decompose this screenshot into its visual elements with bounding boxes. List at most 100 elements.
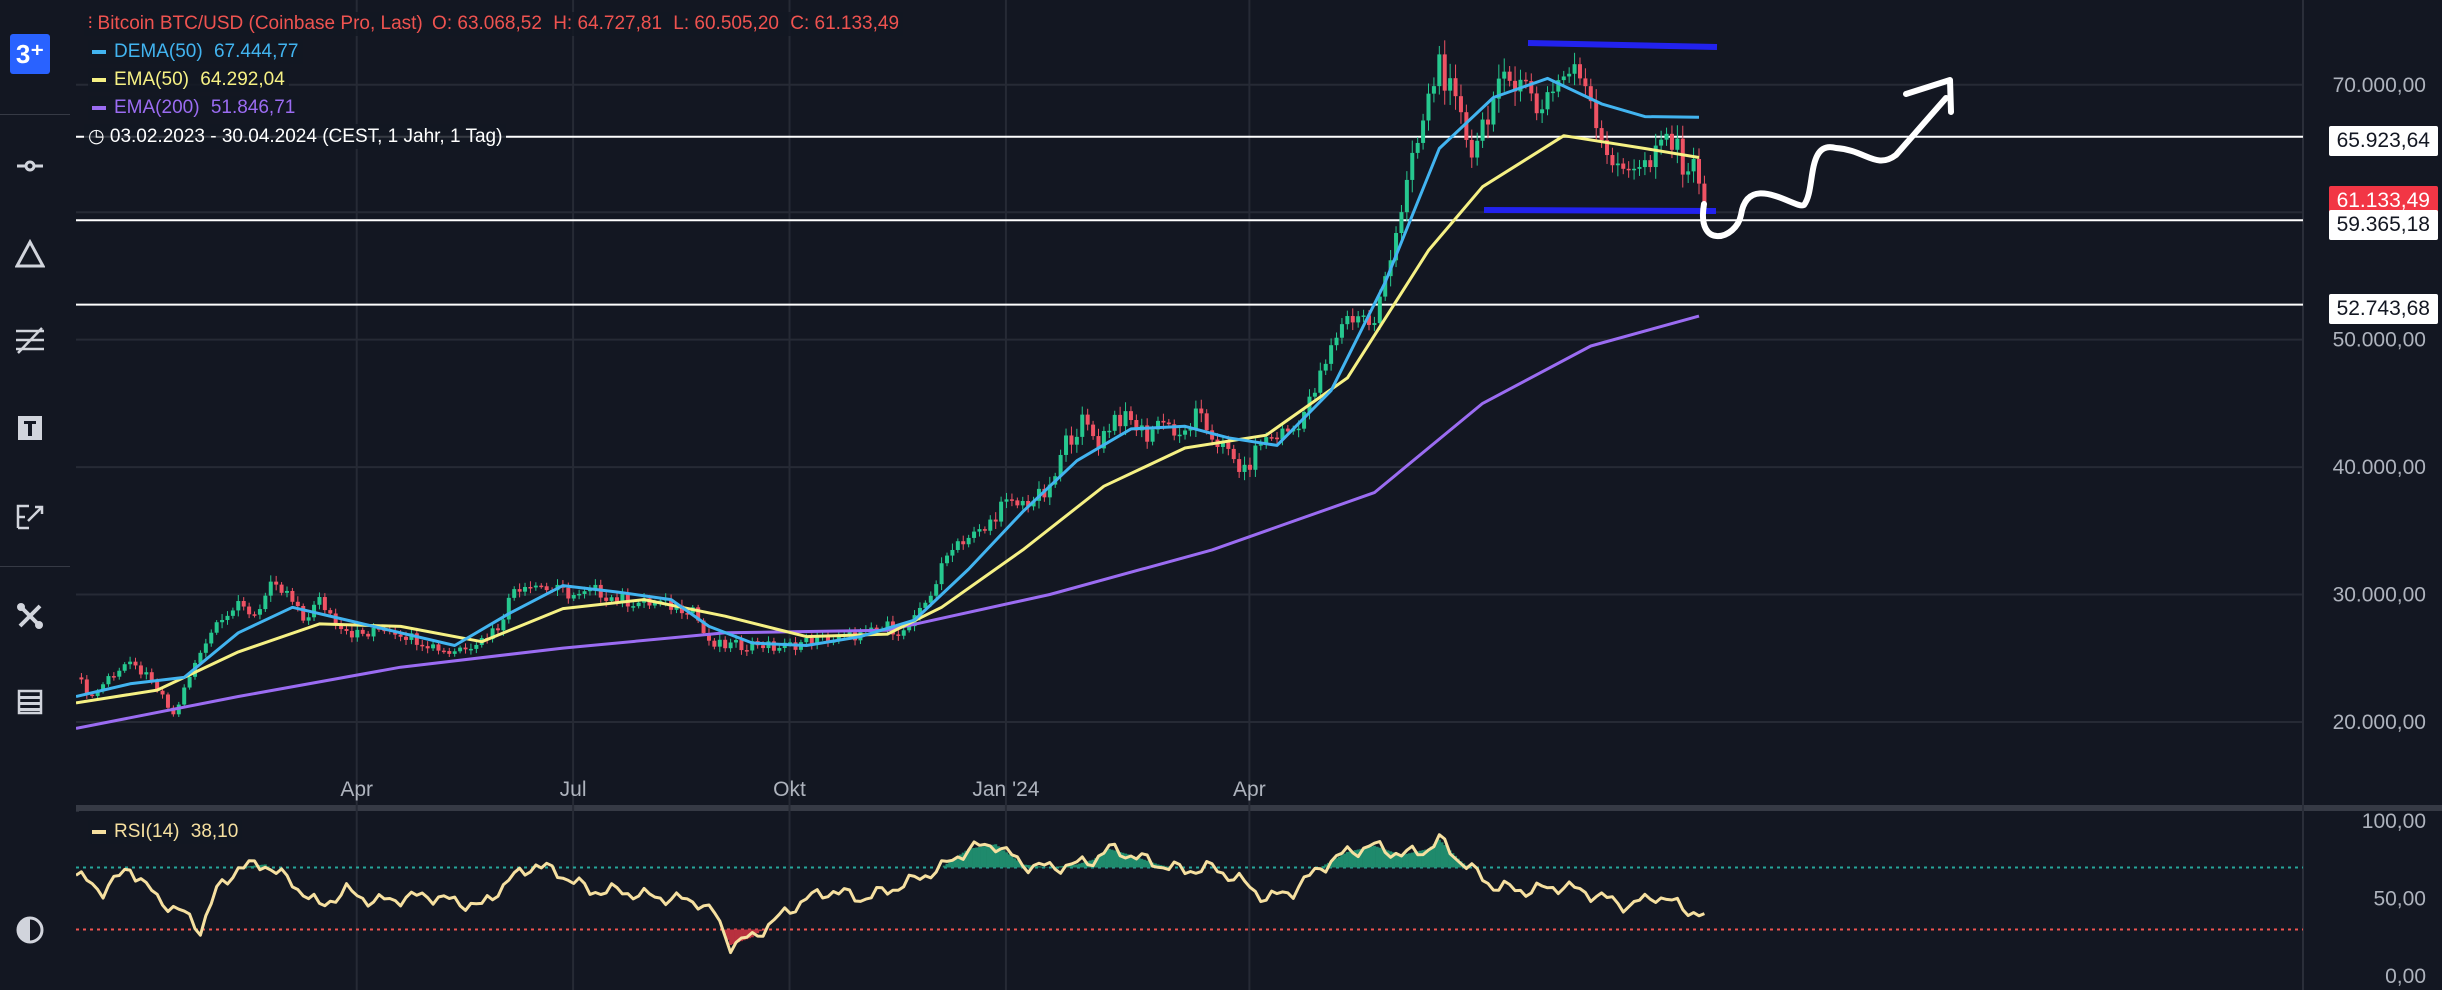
candle	[436, 644, 441, 651]
candle	[712, 640, 717, 647]
rsi-tick-label: 50,00	[2373, 888, 2426, 911]
candle	[1572, 64, 1577, 74]
candle	[771, 641, 776, 651]
candle	[241, 601, 246, 607]
forecast-arrow-head[interactable]	[1903, 77, 1954, 115]
candle	[355, 629, 360, 638]
candle	[371, 627, 376, 637]
candle	[1496, 78, 1501, 99]
tools-icon[interactable]	[0, 594, 60, 638]
text-tool-icon[interactable]	[0, 406, 60, 450]
candle	[825, 635, 830, 643]
candle	[988, 519, 993, 531]
level-label-3[interactable]: 52.743,68	[2328, 294, 2438, 324]
candle	[447, 651, 452, 654]
candle	[885, 621, 890, 629]
candle	[1691, 158, 1696, 172]
candle	[1448, 78, 1453, 91]
candle	[1632, 168, 1637, 171]
candle	[544, 586, 549, 591]
candle	[1621, 163, 1626, 169]
candle	[1588, 86, 1593, 102]
candle	[999, 501, 1004, 522]
theme-toggle-icon[interactable]	[0, 908, 60, 952]
ohlc-close: C: 61.133,49	[790, 13, 900, 34]
candle	[815, 636, 820, 646]
candle	[1626, 168, 1631, 171]
candle	[1577, 64, 1582, 79]
candle	[322, 597, 327, 611]
trendline-bottom[interactable]	[1483, 207, 1717, 214]
candle	[744, 650, 749, 652]
trendline-top[interactable]	[1527, 40, 1718, 50]
candle	[1556, 80, 1561, 92]
candle	[1669, 133, 1674, 150]
candle	[1372, 323, 1377, 325]
candle	[1172, 424, 1177, 436]
ohlc-low: L: 60.505,20	[673, 13, 779, 34]
candle	[1085, 414, 1090, 425]
candle	[1545, 92, 1550, 110]
candle	[1339, 324, 1344, 338]
legend-ema200[interactable]: EMA(200) 51.846,71	[88, 96, 300, 120]
candle	[1642, 160, 1647, 168]
candle	[566, 587, 571, 599]
indicator-label: RSI(14)	[114, 821, 180, 842]
logo-icon[interactable]: 3⁺	[10, 34, 50, 74]
candle	[474, 644, 479, 649]
level-label-2[interactable]: 59.365,18	[2328, 210, 2438, 240]
legend-rsi[interactable]: RSI(14) 38,10	[88, 820, 243, 844]
indicator-label: EMA(50)	[114, 69, 189, 90]
candle	[907, 626, 912, 631]
candle	[284, 590, 289, 593]
candle	[1318, 370, 1323, 393]
candle	[1491, 98, 1496, 125]
candle	[1464, 112, 1469, 140]
candle	[923, 602, 928, 608]
x-tick-label: Okt	[773, 778, 806, 801]
legend-ema50[interactable]: EMA(50) 64.292,04	[88, 68, 289, 92]
rsi-pane[interactable]	[76, 812, 2303, 990]
layout-icon[interactable]	[0, 680, 60, 724]
indicator-label: EMA(200)	[114, 97, 200, 118]
candle	[1648, 160, 1653, 168]
candle	[128, 661, 133, 665]
forecast-arrow[interactable]	[1699, 95, 1949, 239]
candle	[1529, 81, 1534, 94]
candle	[620, 593, 625, 602]
crosshair-tool-icon[interactable]	[0, 144, 60, 188]
candle	[133, 661, 138, 666]
candle	[252, 614, 257, 616]
candle	[117, 670, 122, 677]
candle	[1204, 413, 1209, 431]
candle	[404, 636, 409, 640]
candle	[896, 634, 901, 636]
candle	[1426, 93, 1431, 121]
price-pane[interactable]	[76, 0, 2303, 808]
candle	[1366, 315, 1371, 325]
candle	[1523, 79, 1528, 82]
separator	[0, 566, 70, 567]
candle	[414, 633, 419, 645]
candle	[1594, 101, 1599, 129]
candle	[1199, 408, 1204, 414]
ohlc-high: H: 64.727,81	[553, 13, 663, 34]
triangle-tool-icon[interactable]	[0, 232, 60, 276]
candle	[1004, 499, 1009, 502]
candle	[501, 619, 506, 631]
level-label-1[interactable]: 65.923,64	[2328, 126, 2438, 156]
y-tick-label: 40.000,00	[2333, 456, 2426, 479]
fibonacci-tool-icon[interactable]	[0, 318, 60, 362]
candle	[1377, 296, 1382, 324]
candle	[874, 627, 879, 630]
candle	[1064, 435, 1069, 455]
legend-dema50[interactable]: DEMA(50) 67.444,77	[88, 40, 303, 64]
candle	[1686, 171, 1691, 175]
candle	[917, 607, 922, 616]
candle	[1550, 91, 1555, 94]
edit-pen-icon[interactable]	[0, 494, 60, 538]
candle	[1583, 78, 1588, 87]
candle	[1610, 155, 1615, 166]
candle	[1101, 431, 1106, 449]
symbol-legend: ⫶ Bitcoin BTC/USD (Coinbase Pro, Last) O…	[84, 12, 904, 36]
